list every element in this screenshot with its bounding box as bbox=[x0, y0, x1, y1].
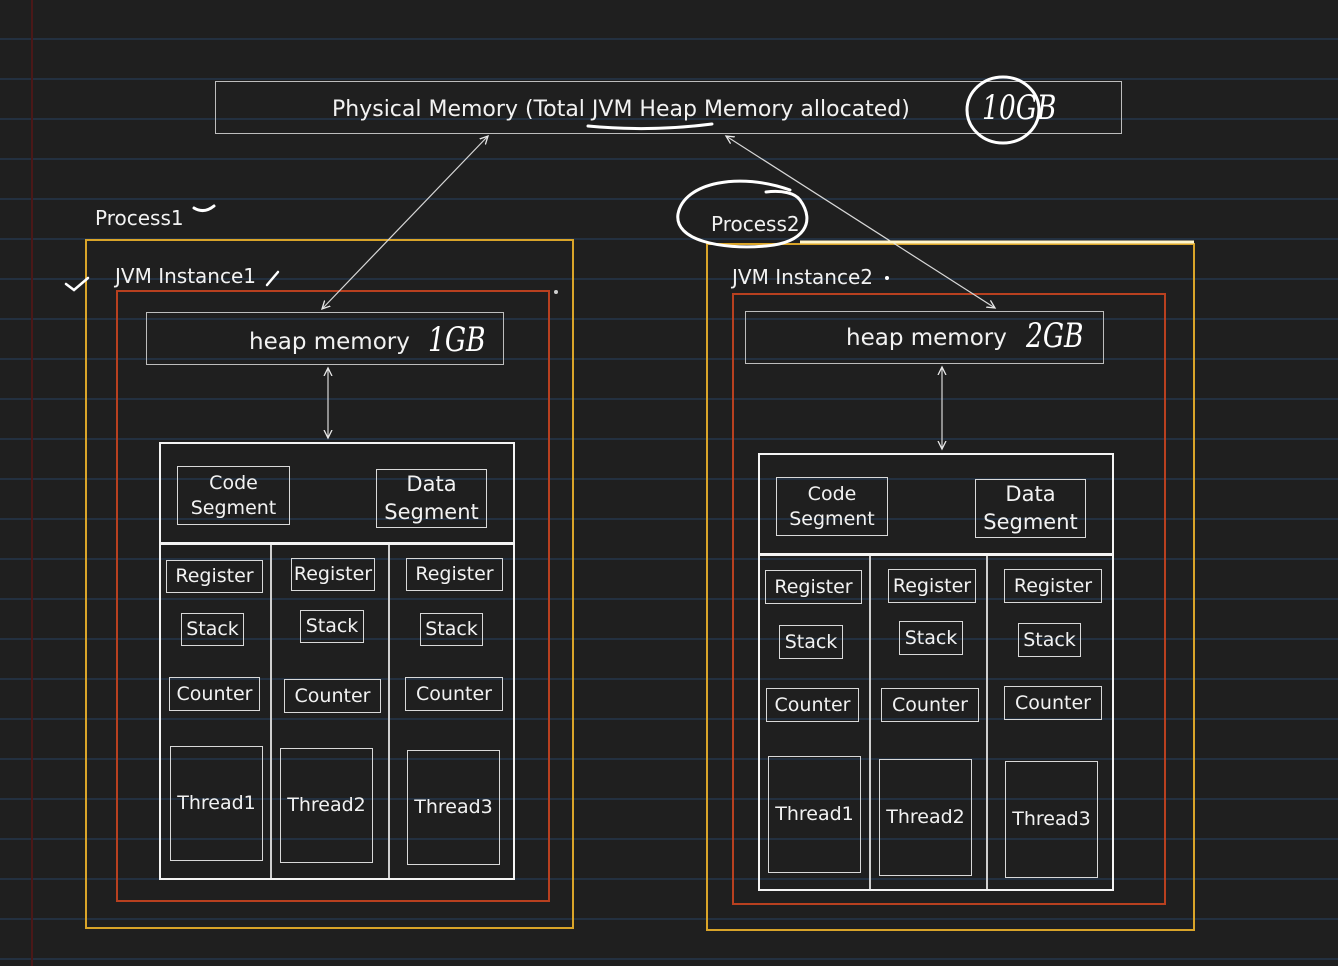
heap-memory-label-2: heap memory bbox=[846, 325, 1007, 351]
thread-divider-1b bbox=[388, 545, 390, 878]
thread2-p1: Thread2 bbox=[280, 748, 373, 863]
thread3-p1: Thread3 bbox=[407, 750, 500, 865]
counter-p2-t2: Counter bbox=[881, 688, 979, 722]
jvm-instance2-label: JVM Instance2 bbox=[732, 265, 873, 289]
physical-memory-annotation: 10GB bbox=[982, 88, 1057, 128]
heap-memory-box-1 bbox=[146, 312, 504, 365]
counter-p1-t1: Counter bbox=[169, 677, 260, 711]
counter-p2-t1: Counter bbox=[766, 688, 859, 722]
thread3-p2: Thread3 bbox=[1005, 761, 1098, 878]
stack-p1-t3: Stack bbox=[420, 613, 483, 646]
tick-mark-process1 bbox=[192, 204, 216, 213]
segment-divider-1 bbox=[159, 542, 515, 545]
register-p1-t3: Register bbox=[406, 558, 503, 591]
register-p2-t1: Register bbox=[765, 570, 862, 604]
notebook-margin-line bbox=[31, 0, 33, 966]
thread1-p2: Thread1 bbox=[768, 756, 861, 873]
memory-layout-box-2 bbox=[758, 453, 1114, 891]
data-segment-1: Data Segment bbox=[376, 469, 487, 528]
thread-divider-1a bbox=[270, 545, 272, 878]
process2-label: Process2 bbox=[711, 212, 800, 236]
code-segment-2: Code Segment bbox=[776, 477, 888, 536]
counter-p1-t2: Counter bbox=[284, 679, 381, 713]
stack-p1-t2: Stack bbox=[300, 610, 364, 643]
process1-label: Process1 bbox=[95, 206, 184, 230]
stack-p2-t2: Stack bbox=[899, 621, 963, 655]
heap-annotation-1: 1GB bbox=[428, 320, 486, 360]
heap-memory-label-1: heap memory bbox=[249, 329, 410, 355]
segment-divider-2 bbox=[758, 553, 1114, 556]
register-p1-t2: Register bbox=[291, 558, 375, 591]
thread1-p1: Thread1 bbox=[170, 746, 263, 861]
register-p2-t3: Register bbox=[1004, 569, 1102, 603]
register-p2-t2: Register bbox=[888, 569, 976, 603]
heap-memory-box-2 bbox=[745, 311, 1104, 364]
register-p1-t1: Register bbox=[166, 560, 263, 593]
stack-p2-t3: Stack bbox=[1018, 623, 1081, 657]
code-segment-1: Code Segment bbox=[177, 466, 290, 525]
stack-p1-t1: Stack bbox=[181, 613, 244, 646]
stack-p2-t1: Stack bbox=[779, 625, 843, 659]
physical-memory-box bbox=[215, 81, 1122, 134]
counter-p2-t3: Counter bbox=[1004, 686, 1102, 720]
thread2-p2: Thread2 bbox=[879, 759, 972, 876]
data-segment-2: Data Segment bbox=[975, 479, 1086, 538]
heap-annotation-2: 2GB bbox=[1026, 316, 1084, 356]
memory-layout-box-1 bbox=[159, 442, 515, 880]
thread-divider-2b bbox=[986, 556, 988, 889]
jvm-instance1-label: JVM Instance1 bbox=[115, 264, 256, 288]
thread-divider-2a bbox=[869, 556, 871, 889]
physical-memory-label: Physical Memory (Total JVM Heap Memory a… bbox=[332, 97, 910, 122]
counter-p1-t3: Counter bbox=[405, 677, 503, 711]
